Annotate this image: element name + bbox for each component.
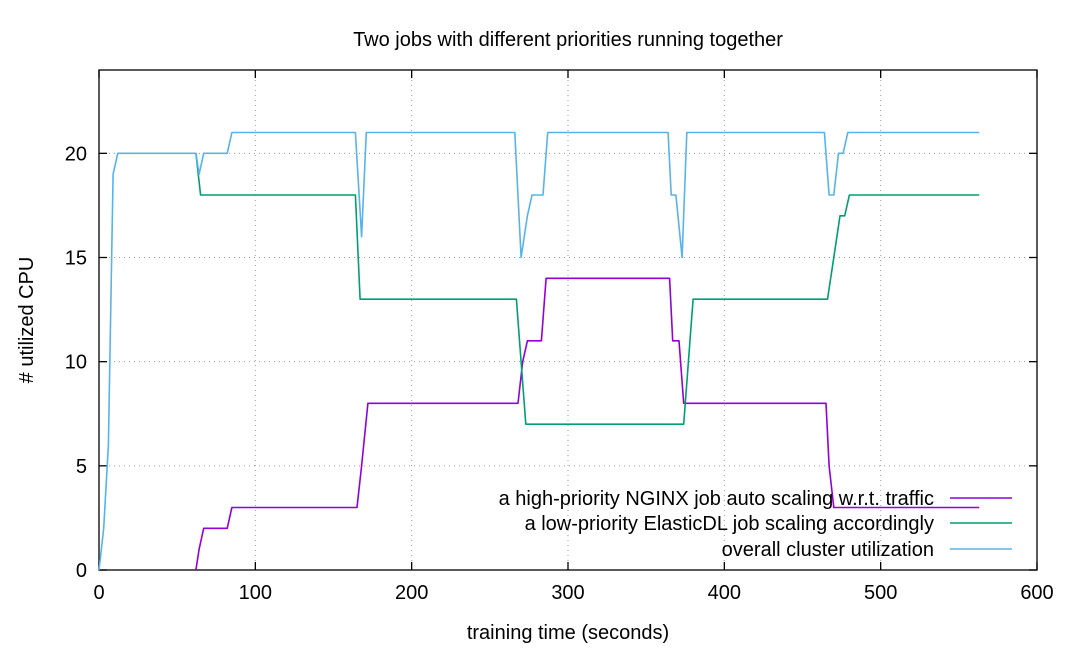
x-tick-label: 0: [93, 582, 104, 604]
series-line-2: [98, 131, 980, 571]
y-tick-label: 10: [65, 352, 87, 374]
y-tick-label: 15: [65, 248, 87, 270]
series-line-1: [195, 153, 980, 426]
y-axis-label: # utilized CPU: [16, 257, 38, 384]
series-line-0: [195, 277, 980, 571]
legend-label-2: overall cluster utilization: [722, 539, 934, 561]
y-tick-label: 0: [76, 560, 87, 582]
y-tick-label: 20: [65, 143, 87, 165]
ticks-layer: 0 100 200 300 400 500 600 0 5 10 15 20: [65, 70, 1054, 604]
legend-label-1: a low-priority ElasticDL job scaling acc…: [525, 513, 934, 535]
legend-label-0: a high-priority NGINX job auto scaling w…: [499, 488, 934, 510]
x-tick-label: 500: [864, 582, 897, 604]
x-tick-label: 100: [239, 582, 272, 604]
chart-title: Two jobs with different priorities runni…: [353, 29, 783, 51]
x-axis-label: training time (seconds): [467, 622, 669, 644]
y-tick-label: 5: [76, 456, 87, 478]
x-tick-label: 200: [395, 582, 428, 604]
legend: a high-priority NGINX job auto scaling w…: [499, 488, 1012, 561]
series-layer: [98, 131, 980, 571]
x-tick-label: 600: [1020, 582, 1053, 604]
grid-layer: [99, 70, 1037, 570]
x-tick-label: 400: [708, 582, 741, 604]
x-tick-label: 300: [551, 582, 584, 604]
